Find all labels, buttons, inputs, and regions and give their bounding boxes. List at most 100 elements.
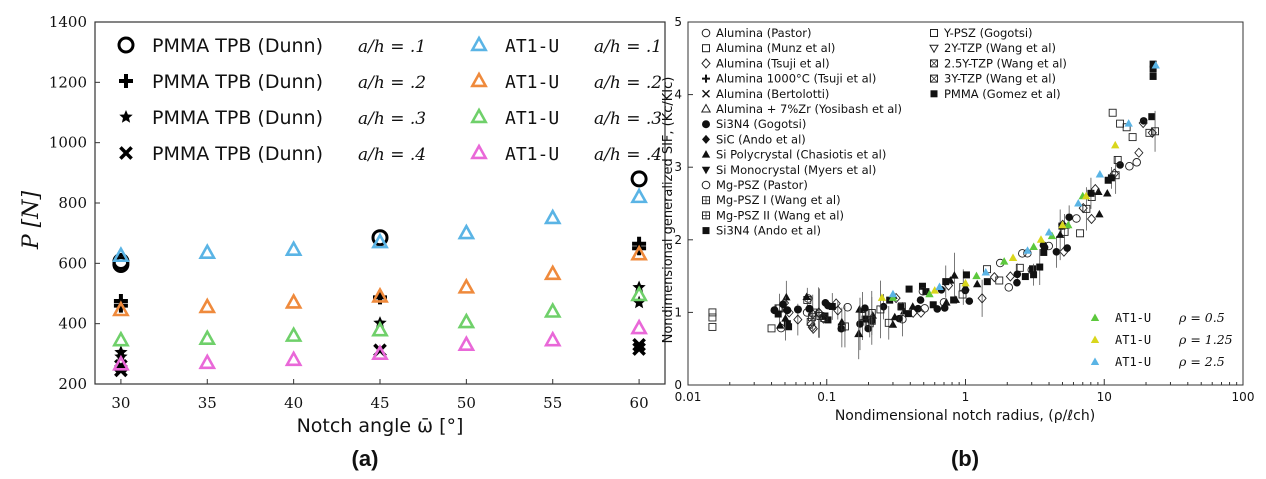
data-point-a <box>284 240 303 256</box>
legend-marker-b <box>930 90 938 98</box>
legend-marker-b <box>701 58 711 69</box>
at1u-point-b <box>1124 119 1133 127</box>
experiment-point-b <box>908 302 917 310</box>
experiment-point-b <box>1087 189 1095 197</box>
data-point-a <box>371 286 389 303</box>
experiment-point-b <box>1065 213 1073 222</box>
experiment-point-b <box>1116 161 1124 169</box>
data-point-a <box>457 223 476 240</box>
experiment-point-b <box>708 322 717 331</box>
experiment-point-b <box>918 282 926 290</box>
experiment-point-b <box>818 313 829 324</box>
experiment-point-b <box>1149 65 1157 73</box>
experiment-point-b <box>1125 162 1134 171</box>
y-tick-label-b: 3 <box>674 160 682 174</box>
experiment-point-b <box>950 296 958 304</box>
legend-marker-a <box>117 36 135 54</box>
experiment-point-b <box>843 303 852 312</box>
x-tick-label-a: 30 <box>111 394 130 412</box>
experiment-point-b <box>814 307 824 318</box>
legend-label-b: Mg-PSZ I (Wang et al) <box>716 193 841 207</box>
legend-label-a: AT1-U <box>505 72 559 93</box>
y-tick-label-b: 4 <box>674 88 682 102</box>
legend-label-b: Si3N4 (Gogotsi) <box>716 117 806 131</box>
experiment-point-b <box>895 314 904 323</box>
at1u-point-b <box>1044 228 1054 236</box>
data-point-a <box>630 318 648 335</box>
experiment-point-b <box>805 304 814 313</box>
experiment-point-b <box>1076 229 1085 238</box>
legend-label-a: PMMA TPB (Dunn) <box>152 107 323 129</box>
legend-label-a: AT1-U <box>505 36 559 57</box>
at1u-point-b <box>972 271 981 280</box>
data-point-a <box>371 232 389 249</box>
legend-marker-b <box>702 74 710 83</box>
data-point-a <box>630 187 648 204</box>
x-tick-label-a: 50 <box>457 394 476 412</box>
axis-ticks-a: 30 35 40 45 50 55 60 200 400 600 800 1000 1200 1400 <box>49 13 649 412</box>
experiment-point-b <box>840 322 849 331</box>
legend-marker-b <box>700 103 712 113</box>
experiment-point-b <box>972 279 982 288</box>
experiment-point-b <box>1029 265 1037 273</box>
experiment-point-b <box>914 304 922 313</box>
at1u-point-b <box>1064 220 1073 229</box>
panel-label-b: (b) <box>951 446 979 471</box>
experiment-point-b <box>1149 72 1157 80</box>
experiment-point-b <box>1103 189 1112 197</box>
experiment-point-b <box>888 320 898 328</box>
legend-marker-a <box>470 71 488 88</box>
legend-param-b: ρ = 2.5 <box>1178 354 1225 369</box>
legend-label-b: Mg-PSZ (Pastor) <box>716 178 808 192</box>
legend-ratio-a: a/h = .2 <box>358 73 426 93</box>
experiment-point-b <box>1055 230 1065 238</box>
data-point-a <box>371 344 389 361</box>
experiment-point-b <box>942 298 951 306</box>
y-tick-label-a: 1000 <box>49 134 87 152</box>
legend-param-b: ρ = 0.5 <box>1178 310 1225 325</box>
y-tick-label-b: 5 <box>674 15 682 29</box>
x-tick-label-b: 0.01 <box>675 390 702 404</box>
experiment-point-b <box>770 306 779 315</box>
legend-label-b: Alumina (Munz et al) <box>716 41 835 55</box>
experiment-point-b <box>1104 176 1112 184</box>
legend-label-b: PMMA (Gomez et al) <box>944 87 1061 101</box>
experiment-point-b <box>1063 244 1072 252</box>
legend-label-b: SiC (Ando et al) <box>716 132 806 146</box>
experiment-point-b <box>808 323 818 334</box>
x-tick-label-b: 1 <box>962 390 970 404</box>
legend-ratio-a: a/h = .2 <box>594 73 662 93</box>
data-point-a <box>630 170 648 188</box>
experiment-point-b <box>958 290 967 299</box>
experiment-point-b <box>989 271 999 283</box>
experiment-point-b <box>1030 271 1038 279</box>
legend-marker-b <box>930 59 938 68</box>
x-tick-label-a: 35 <box>198 394 217 412</box>
experiment-point-b <box>1145 128 1154 137</box>
legend-label-b: Si3N4 (Ando et al) <box>716 224 821 238</box>
experiment-point-b <box>995 276 1004 285</box>
experiment-point-b <box>1072 214 1081 223</box>
legend-marker-b <box>702 44 710 53</box>
experiment-point-b <box>1148 113 1156 121</box>
y-tick-label-b: 1 <box>674 305 682 319</box>
data-point-a <box>198 243 217 259</box>
x-axis-label-b: Nondimensional notch radius, (ρ/ℓch) <box>835 408 1095 424</box>
x-tick-label-a: 45 <box>370 394 389 412</box>
legend-label-b: AT1-U <box>1115 333 1151 347</box>
legend-label-b: Y-PSZ (Gogotsi) <box>943 26 1033 40</box>
x-tick-label-b: 10 <box>1097 390 1112 404</box>
experiment-point-b <box>708 308 717 317</box>
axis-ticks-b: 0.01 0.1 1 10 100 0 1 2 3 4 5 <box>674 15 1254 404</box>
data-point-a <box>114 345 128 358</box>
y-tick-label-a: 600 <box>58 254 87 272</box>
legend-marker-b <box>929 44 939 54</box>
legend-label-a: AT1-U <box>505 144 559 165</box>
experiment-point-b <box>806 317 815 326</box>
at1u-point-b <box>935 282 944 290</box>
legend-marker-b <box>1090 357 1100 365</box>
experiment-point-b <box>916 307 926 318</box>
experiment-point-b <box>884 318 893 327</box>
at1u-point-b <box>888 289 898 298</box>
